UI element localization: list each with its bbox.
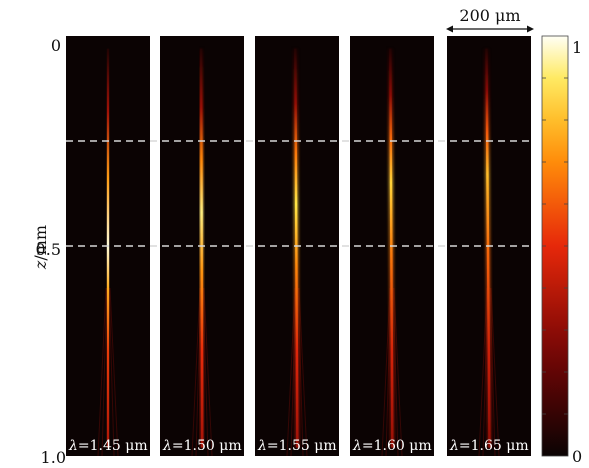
beam-core	[294, 48, 299, 448]
y-tick-label-1-0: 1.0	[41, 448, 66, 467]
y-tick-label-0: 0	[51, 36, 61, 55]
wavelength-value: =1.45 μm	[78, 438, 148, 454]
side-lobe	[109, 287, 119, 457]
wavelength-label: λ=1.60 μm	[352, 438, 432, 454]
side-lobe	[191, 287, 201, 457]
wavelength-value: =1.55 μm	[267, 438, 337, 454]
side-lobe	[298, 287, 308, 457]
wavelength-label: λ=1.65 μm	[449, 438, 529, 454]
colorbar-gradient	[541, 35, 569, 457]
wavelength-value: =1.50 μm	[172, 438, 242, 454]
y-axis-label-var: z	[31, 260, 50, 270]
scale-bar-label: 200 μm	[459, 6, 520, 25]
side-lobe	[97, 287, 107, 457]
wavelength-symbol: λ	[68, 438, 78, 454]
wavelength-symbol: λ	[162, 438, 172, 454]
scale-bar: 200 μm	[446, 6, 534, 33]
side-lobe	[393, 287, 403, 457]
wavelength-symbol: λ	[352, 438, 362, 454]
wavelength-value: =1.60 μm	[362, 438, 432, 454]
wavelength-symbol: λ	[449, 438, 459, 454]
side-lobe	[490, 287, 500, 457]
y-axis-label: z/mm	[31, 225, 50, 270]
side-lobe	[478, 287, 488, 457]
wavelength-symbol: λ	[257, 438, 267, 454]
colorbar: 1 0	[541, 35, 582, 466]
wavelength-value: =1.65 μm	[459, 438, 529, 454]
colorbar-ticks	[542, 77, 568, 415]
wavelength-label: λ=1.45 μm	[68, 438, 148, 454]
side-lobe	[381, 287, 391, 457]
side-lobe	[286, 287, 296, 457]
y-axis-label-unit: /mm	[31, 225, 50, 261]
beam-core	[389, 48, 394, 448]
side-lobe	[203, 287, 213, 457]
beam-core	[485, 48, 491, 448]
y-axis: 0 0.5 1.0 z/mm	[31, 36, 66, 467]
reference-lines	[66, 140, 531, 247]
wavelength-label: λ=1.55 μm	[257, 438, 337, 454]
beam-core	[199, 48, 204, 448]
colorbar-min-label: 0	[572, 447, 582, 466]
colorbar-max-label: 1	[572, 38, 582, 57]
y-tick-label-0-5: 0.5	[36, 240, 61, 259]
wavelength-label: λ=1.50 μm	[162, 438, 242, 454]
